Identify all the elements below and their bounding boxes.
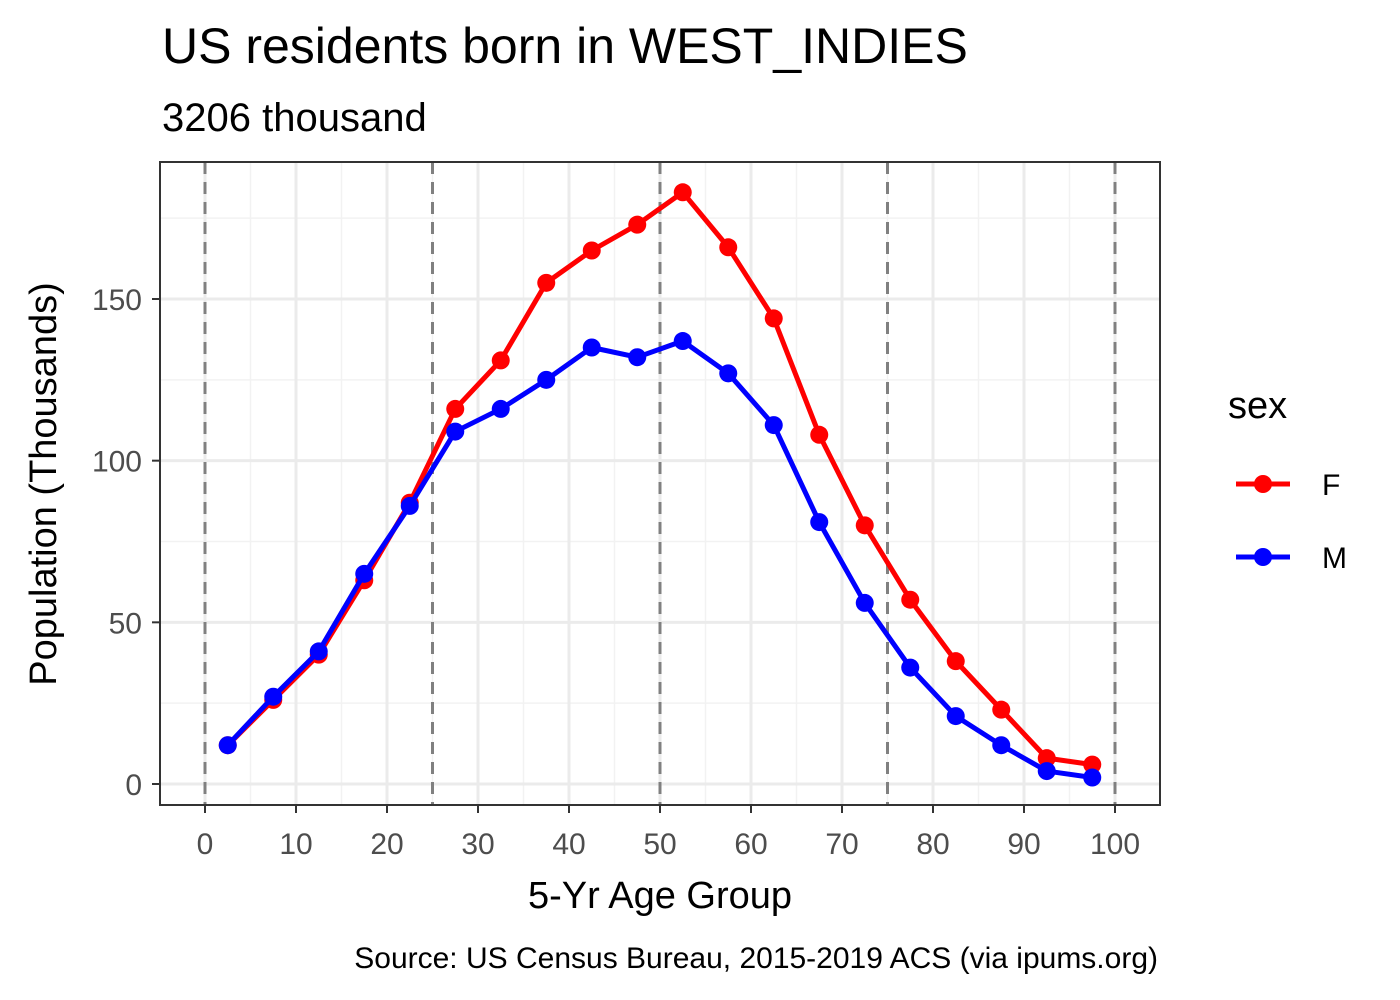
data-point-F — [491, 351, 510, 370]
data-point-M — [582, 338, 601, 357]
legend-key-point-F — [1254, 475, 1272, 493]
data-point-M — [1083, 768, 1102, 787]
data-point-M — [400, 496, 419, 515]
legend-title: sex — [1228, 385, 1287, 427]
x-tick-label: 0 — [197, 828, 214, 861]
x-axis-title: 5-Yr Age Group — [528, 875, 792, 917]
data-point-F — [537, 273, 556, 292]
x-tick-label: 40 — [552, 828, 585, 861]
data-point-F — [628, 215, 647, 234]
chart-title: US residents born in WEST_INDIES — [162, 18, 968, 74]
data-point-F — [582, 241, 601, 260]
data-point-F — [810, 425, 829, 444]
x-tick-label: 50 — [643, 828, 676, 861]
data-point-M — [946, 707, 965, 726]
legend-label-M: M — [1322, 542, 1347, 575]
y-tick-label: 150 — [92, 284, 142, 317]
data-point-F — [719, 238, 738, 257]
data-point-M — [537, 370, 556, 389]
chart-caption: Source: US Census Bureau, 2015-2019 ACS … — [354, 942, 1158, 975]
data-point-F — [992, 700, 1011, 719]
x-tick-label: 60 — [734, 828, 767, 861]
axes: 0 10 20 30 40 50 60 70 80 90 100 0 50 100 150 — [92, 284, 1140, 861]
data-point-M — [901, 658, 920, 677]
x-tick-label: 70 — [825, 828, 858, 861]
data-point-M — [810, 513, 829, 532]
data-point-M — [673, 332, 692, 351]
data-point-F — [901, 590, 920, 609]
y-tick-label: 0 — [125, 769, 142, 802]
data-point-M — [992, 736, 1011, 755]
series-line-M — [225, 338, 1093, 781]
x-tick-label: 80 — [916, 828, 949, 861]
data-point-F — [673, 183, 692, 202]
data-point-F — [446, 399, 465, 418]
data-point-F — [855, 516, 874, 535]
data-point-M — [719, 364, 738, 383]
data-point-F — [1083, 755, 1102, 774]
data-point-F — [764, 309, 783, 328]
data-point-M — [355, 564, 374, 583]
x-tick-label: 20 — [370, 828, 403, 861]
chart-subtitle: 3206 thousand — [162, 96, 427, 140]
x-tick-label: 10 — [279, 828, 312, 861]
x-tick-label: 30 — [461, 828, 494, 861]
data-point-F — [1037, 749, 1056, 768]
series — [218, 183, 1102, 787]
y-axis-title: Population (Thousands) — [23, 282, 65, 685]
y-tick-label: 50 — [109, 607, 142, 640]
legend-label-F: F — [1322, 469, 1340, 502]
data-point-M — [764, 416, 783, 435]
data-point-M — [446, 422, 465, 441]
legend: sex F M — [1228, 385, 1347, 575]
x-tick-label: 90 — [1007, 828, 1040, 861]
x-tick-label: 100 — [1090, 828, 1140, 861]
series-line-F — [225, 189, 1093, 768]
data-point-M — [264, 687, 283, 706]
legend-key-point-M — [1254, 548, 1272, 566]
data-point-M — [1037, 762, 1056, 781]
data-point-F — [946, 652, 965, 671]
data-point-M — [855, 593, 874, 612]
data-point-M — [628, 348, 647, 367]
y-tick-label: 100 — [92, 446, 142, 479]
data-point-M — [491, 399, 510, 418]
data-point-M — [309, 642, 328, 661]
data-point-M — [218, 736, 237, 755]
reference-lines — [203, 162, 1117, 805]
